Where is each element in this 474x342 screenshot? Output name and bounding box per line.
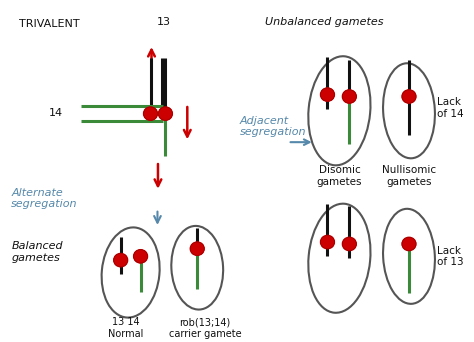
Circle shape <box>402 90 416 103</box>
Circle shape <box>158 107 173 120</box>
Text: Disomic
gametes: Disomic gametes <box>317 165 362 187</box>
Text: Lack
of 14: Lack of 14 <box>437 97 464 119</box>
Text: Lack
of 13: Lack of 13 <box>437 246 464 267</box>
Text: 13 14
Normal: 13 14 Normal <box>108 317 143 339</box>
Circle shape <box>134 250 147 263</box>
Circle shape <box>320 235 335 249</box>
Text: Balanced
gametes: Balanced gametes <box>11 241 63 263</box>
Text: 13: 13 <box>156 17 171 27</box>
Circle shape <box>190 242 204 255</box>
Circle shape <box>320 88 335 101</box>
Text: Adjacent
segregation: Adjacent segregation <box>240 116 307 137</box>
Circle shape <box>342 90 356 103</box>
Text: Alternate
segregation: Alternate segregation <box>11 188 78 209</box>
Text: Unbalanced gametes: Unbalanced gametes <box>265 17 383 27</box>
Text: TRIVALENT: TRIVALENT <box>19 18 80 28</box>
Text: rob(13;14)
carrier gamete: rob(13;14) carrier gamete <box>169 317 241 339</box>
Circle shape <box>144 107 157 120</box>
Text: 14: 14 <box>49 108 63 118</box>
Circle shape <box>114 253 128 267</box>
Circle shape <box>342 237 356 251</box>
Circle shape <box>402 237 416 251</box>
Text: Nullisomic
gametes: Nullisomic gametes <box>382 165 436 187</box>
